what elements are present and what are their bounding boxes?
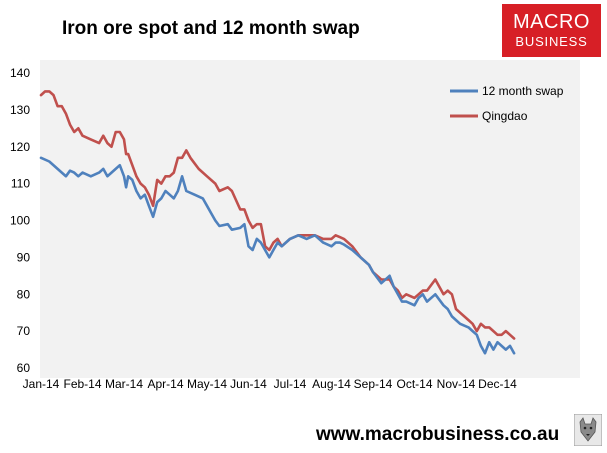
y-tick-label: 130 xyxy=(10,103,30,117)
x-tick-label: Dec-14 xyxy=(478,377,517,391)
plot-area xyxy=(40,60,580,378)
x-tick-label: Jun-14 xyxy=(230,377,267,391)
y-tick-label: 80 xyxy=(17,287,31,301)
legend-label: Qingdao xyxy=(482,109,528,123)
logo-line-business: BUSINESS xyxy=(515,34,588,49)
footer-url[interactable]: www.macrobusiness.co.au xyxy=(316,424,560,445)
legend-label: 12 month swap xyxy=(482,84,564,98)
y-tick-label: 60 xyxy=(17,361,31,375)
x-tick-label: Oct-14 xyxy=(396,377,432,391)
wolf-logo-icon xyxy=(574,414,602,446)
x-tick-label: Aug-14 xyxy=(312,377,351,391)
x-tick-label: Nov-14 xyxy=(437,377,476,391)
y-tick-label: 70 xyxy=(17,324,31,338)
x-tick-label: Jan-14 xyxy=(23,377,60,391)
y-tick-label: 140 xyxy=(10,66,30,80)
y-tick-label: 90 xyxy=(17,250,31,264)
chart-title: Iron ore spot and 12 month swap xyxy=(62,18,360,39)
x-tick-label: Feb-14 xyxy=(63,377,101,391)
x-tick-label: May-14 xyxy=(187,377,227,391)
y-tick-label: 100 xyxy=(10,214,30,228)
x-tick-label: Sep-14 xyxy=(354,377,393,391)
series-line-qingdao xyxy=(39,90,516,340)
series-line-swap xyxy=(39,156,516,355)
x-tick-label: Jul-14 xyxy=(274,377,307,391)
x-tick-label: Apr-14 xyxy=(147,377,183,391)
y-tick-label: 120 xyxy=(10,140,30,154)
y-tick-label: 110 xyxy=(11,177,30,191)
logo-line-macro: MACRO xyxy=(513,11,590,33)
x-tick-label: Mar-14 xyxy=(105,377,143,391)
macrobusiness-logo: MACRO BUSINESS xyxy=(502,4,601,57)
